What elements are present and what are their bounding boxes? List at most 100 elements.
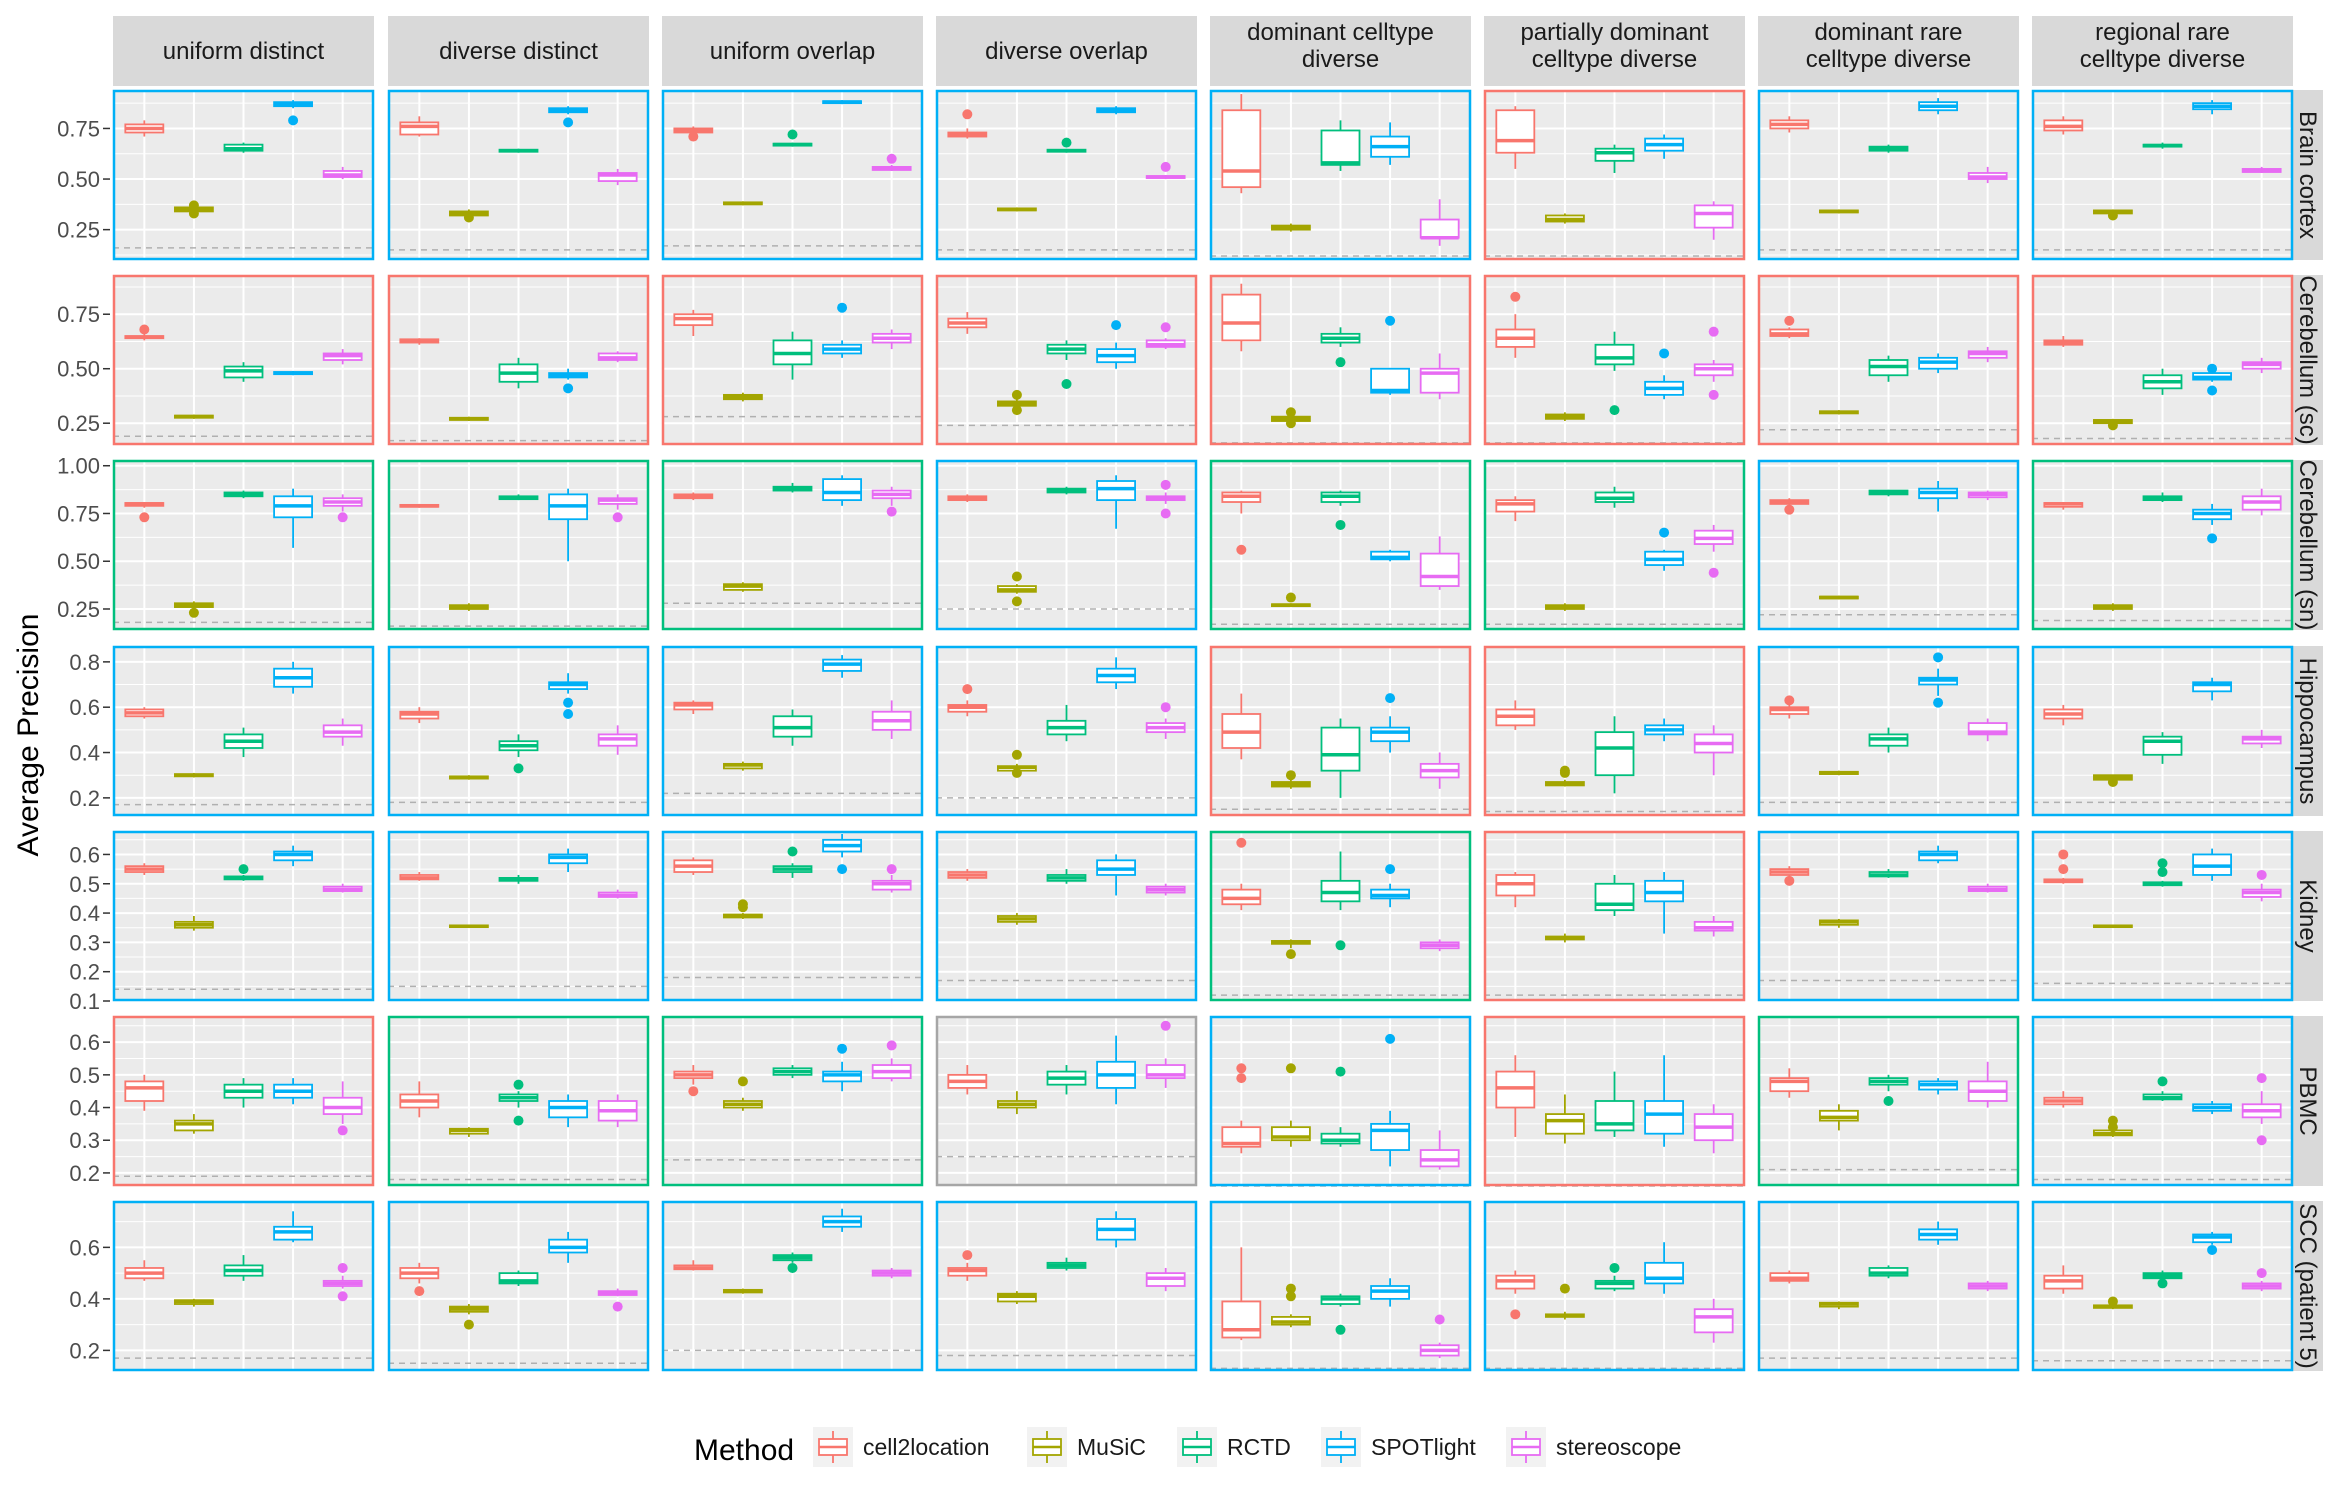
boxplot-stereoscope: [597, 168, 638, 186]
boxplot-stereoscope: [2241, 729, 2282, 748]
y-tick-label: 0.8: [69, 650, 100, 675]
row-brain-cortex: Brain cortex 0.25 0.50 0.75: [57, 89, 2323, 261]
boxplot-cell2location: [947, 109, 988, 139]
boxplot-music: [723, 582, 763, 592]
outlier-point: [787, 846, 798, 857]
panel-scc-patient-5-regional-rare-celltype-diverse: [2031, 1200, 2294, 1372]
panel-pbmc-partially-dominant-celltype-diverse: [1483, 1015, 1746, 1187]
box-iqr: [1221, 109, 1262, 189]
box-iqr: [1967, 722, 2008, 736]
boxplot-stereoscope: [1145, 161, 1186, 180]
boxplot-music: [1819, 918, 1859, 928]
column-strip-label: diverse overlap: [985, 38, 1148, 65]
outlier-point: [2107, 420, 2118, 431]
boxplot-stereoscope: [1693, 1104, 1734, 1154]
outlier-point: [513, 1115, 524, 1126]
panel-highlight-border: [661, 274, 924, 446]
panel-highlight-border: [1209, 830, 1472, 1002]
boxplot-rctd: [2142, 492, 2183, 503]
boxplot-cell2location: [947, 494, 988, 503]
outlier-point: [188, 208, 199, 219]
boxplot-music: [1545, 1094, 1585, 1144]
row-strip-kidney: Kidney: [2293, 831, 2323, 1001]
row-strip-label: Brain cortex: [2294, 111, 2321, 239]
boxplot-cell2location: [1495, 872, 1536, 908]
boxplot-cell2location: [1221, 1247, 1262, 1341]
legend-label: MuSiC: [1077, 1434, 1146, 1460]
boxplot-spotlight: [548, 106, 588, 128]
outlier-point: [1510, 1309, 1521, 1320]
boxplot-music: [2093, 924, 2133, 929]
panel-highlight-border: [112, 645, 375, 817]
boxplot-spotlight: [822, 475, 862, 506]
boxplot-spotlight: [822, 833, 862, 875]
boxplot-stereoscope: [322, 494, 363, 523]
outlier-point: [688, 131, 699, 142]
boxplot-music: [997, 1091, 1037, 1115]
boxplot-spotlight: [1918, 652, 1958, 708]
boxplot-rctd: [223, 727, 264, 758]
outlier-point: [2256, 869, 2267, 880]
outlier-point: [1160, 702, 1171, 713]
outlier-point: [1559, 1283, 1570, 1294]
boxplot-cell2location: [1221, 837, 1262, 911]
boxplot-stereoscope: [871, 1040, 912, 1082]
boxplot-spotlight: [1644, 1242, 1684, 1294]
boxplot-spotlight: [1644, 1055, 1684, 1147]
panel-cerebellum-sn-partially-dominant-celltype-diverse: [1483, 459, 1746, 631]
boxplot-cell2location: [2043, 502, 2084, 510]
boxplot-spotlight: [548, 1094, 588, 1128]
outlier-point: [1609, 1262, 1620, 1273]
boxplot-cell2location: [399, 503, 440, 508]
boxplot-spotlight: [822, 1043, 862, 1092]
boxplot-rctd: [2142, 368, 2183, 395]
column-strip-background: [662, 16, 923, 86]
panel-hippocampus-dominant-rare-celltype-diverse: [1757, 645, 2020, 817]
boxplot-music: [2093, 209, 2133, 221]
panel-highlight-border: [935, 1200, 1198, 1372]
boxplot-stereoscope: [1693, 326, 1734, 400]
boxplot-music: [2093, 774, 2133, 787]
boxplot-cell2location: [1221, 1063, 1262, 1154]
outlier-point: [1385, 864, 1396, 875]
panel-cerebellum-sc-diverse-overlap: [935, 274, 1198, 446]
outlier-point: [2256, 1268, 2267, 1279]
boxplot-cell2location: [673, 1065, 714, 1097]
panel-highlight-border: [112, 459, 375, 631]
panel-highlight-border: [2031, 459, 2294, 631]
y-tick-label: 0.2: [69, 1161, 100, 1186]
outlier-point: [1285, 1283, 1296, 1294]
panel-highlight-border: [935, 1015, 1198, 1187]
y-tick-label: 0.4: [69, 901, 100, 926]
boxplot-stereoscope: [1145, 883, 1186, 896]
boxplot-rctd: [1046, 869, 1087, 884]
boxplot-stereoscope: [871, 864, 912, 893]
panel-highlight-border: [661, 830, 924, 1002]
boxplot-rctd: [1046, 137, 1087, 153]
box-iqr: [1545, 1113, 1585, 1135]
outlier-point: [188, 607, 199, 618]
boxplot-spotlight: [1370, 864, 1410, 908]
outlier-point: [688, 1086, 699, 1097]
panel-highlight-border: [1757, 274, 2020, 446]
column-strip-label-line: dominant celltype: [1247, 19, 1434, 46]
panel-highlight-border: [1757, 459, 2020, 631]
panel-highlight-border: [1757, 1015, 2020, 1187]
outlier-point: [1285, 418, 1296, 429]
panel-cerebellum-sn-diverse-distinct: [387, 459, 650, 631]
boxplot-cell2location: [124, 863, 165, 875]
outlier-point: [886, 153, 897, 164]
panel-cerebellum-sc-uniform-overlap: [661, 274, 924, 446]
outlier-point: [238, 864, 249, 875]
outlier-point: [1285, 770, 1296, 781]
boxplot-spotlight: [1918, 1221, 1958, 1245]
box-iqr: [2192, 681, 2232, 693]
panel-scc-patient-5-diverse-overlap: [935, 1200, 1198, 1372]
boxplot-rctd: [498, 357, 539, 389]
panel-highlight-border: [1209, 645, 1472, 817]
panel-kidney-uniform-distinct: [112, 830, 375, 1002]
row-strip-label: Cerebellum (sc): [2294, 275, 2321, 444]
boxplot-rctd: [1868, 144, 1909, 153]
boxplot-stereoscope: [597, 351, 638, 363]
legend-item-cell2location: cell2location: [813, 1427, 990, 1467]
